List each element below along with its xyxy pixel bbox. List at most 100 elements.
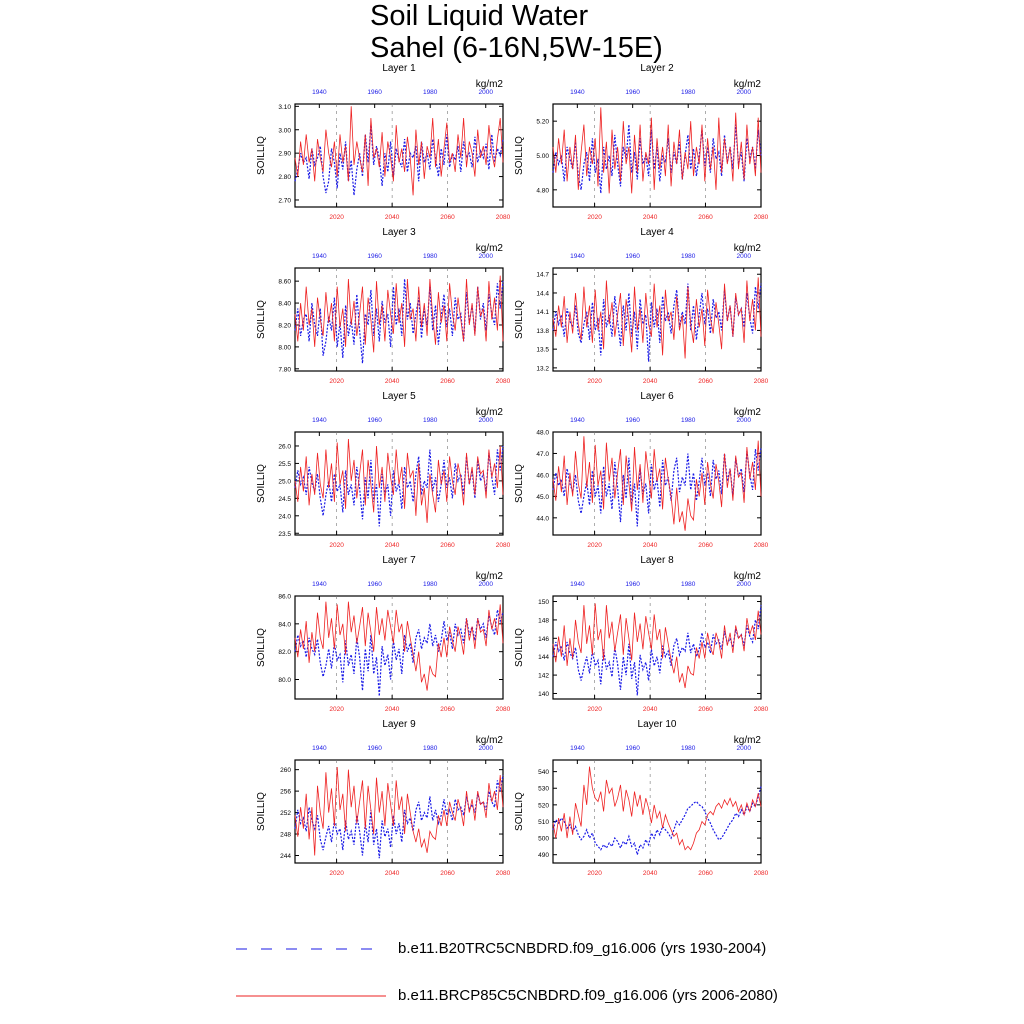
series-historical-line [552, 605, 762, 696]
panel-title: Layer 4 [640, 227, 674, 238]
x-bottom-tick-label: 2080 [754, 214, 769, 221]
x-top-tick-label: 2000 [479, 89, 494, 96]
legend-label-future: b.e11.BRCP85C5CNBDRD.f09_g16.006 (yrs 20… [398, 987, 778, 1004]
y-tick-label: 256 [280, 789, 291, 796]
x-bottom-tick-label: 2060 [698, 706, 713, 713]
panel-title: Layer 1 [382, 63, 416, 74]
x-bottom-tick-label: 2020 [329, 378, 344, 385]
x-bottom-tick-label: 2020 [587, 378, 602, 385]
x-bottom-tick-label: 2020 [329, 542, 344, 549]
series-future-line [294, 601, 504, 691]
panel-units: kg/m2 [734, 571, 762, 582]
x-bottom-tick-label: 2060 [440, 706, 455, 713]
y-tick-label: 142 [538, 673, 549, 680]
panel-units: kg/m2 [476, 571, 504, 582]
x-bottom-tick-label: 2060 [440, 378, 455, 385]
y-tick-label: 2.90 [278, 151, 291, 158]
x-top-tick-label: 1940 [570, 417, 585, 424]
x-bottom-tick-label: 2080 [754, 378, 769, 385]
y-tick-label: 148 [538, 617, 549, 624]
x-top-tick-label: 1980 [423, 581, 438, 588]
panel-frame [552, 431, 762, 536]
y-tick-label: 510 [538, 819, 549, 826]
x-top-tick-label: 1940 [312, 89, 327, 96]
x-bottom-tick-label: 2060 [698, 214, 713, 221]
y-tick-label: 8.00 [278, 344, 291, 351]
x-bottom-tick-label: 2040 [385, 542, 400, 549]
x-top-tick-label: 1960 [367, 581, 382, 588]
figure-title-line-2: Sahel (6-16N,5W-15E) [370, 32, 663, 64]
figure-title-line-1: Soil Liquid Water [370, 0, 589, 32]
x-top-tick-label: 1940 [312, 745, 327, 752]
y-tick-label: 13.5 [536, 347, 549, 354]
y-tick-label: 140 [538, 691, 549, 698]
x-bottom-tick-label: 2080 [496, 706, 511, 713]
x-bottom-tick-label: 2040 [385, 706, 400, 713]
x-top-tick-label: 1940 [312, 253, 327, 260]
x-bottom-tick-label: 2080 [754, 542, 769, 549]
y-tick-label: 14.4 [536, 290, 549, 297]
x-bottom-tick-label: 2060 [440, 214, 455, 221]
x-bottom-tick-label: 2020 [587, 542, 602, 549]
x-top-tick-label: 2000 [479, 581, 494, 588]
y-tick-label: 248 [280, 832, 291, 839]
x-top-tick-label: 1980 [681, 417, 696, 424]
series-future-line [552, 603, 762, 689]
series-future-line [294, 766, 504, 856]
x-bottom-tick-label: 2020 [329, 706, 344, 713]
panel-title: Layer 7 [382, 555, 416, 566]
x-bottom-tick-label: 2020 [587, 870, 602, 877]
y-tick-label: 144 [538, 654, 549, 661]
y-tick-label: 23.5 [278, 531, 291, 538]
panel-units: kg/m2 [476, 79, 504, 90]
series-future-line [552, 766, 762, 851]
x-top-tick-label: 2000 [737, 253, 752, 260]
y-tick-label: 25.0 [278, 478, 291, 485]
panel-title: Layer 9 [382, 719, 416, 730]
legend: b.e11.B20TRC5CNBDRD.f09_g16.006 (yrs 193… [0, 920, 1024, 1020]
x-top-tick-label: 1960 [625, 253, 640, 260]
y-tick-label: 146 [538, 636, 549, 643]
x-bottom-tick-label: 2020 [329, 870, 344, 877]
y-tick-label: 8.20 [278, 322, 291, 329]
x-bottom-tick-label: 2020 [587, 706, 602, 713]
y-tick-label: 86.0 [278, 594, 291, 601]
panel-frame [294, 595, 504, 700]
x-top-tick-label: 1960 [367, 89, 382, 96]
x-top-tick-label: 2000 [479, 253, 494, 260]
x-top-tick-label: 1980 [423, 253, 438, 260]
x-top-tick-label: 1960 [625, 581, 640, 588]
x-bottom-tick-label: 2080 [496, 870, 511, 877]
panel-title: Layer 2 [640, 63, 674, 74]
y-tick-label: 84.0 [278, 621, 291, 628]
x-top-tick-label: 1980 [681, 253, 696, 260]
y-tick-label: 14.1 [536, 309, 549, 316]
panel-ylabel: SOILLIQ [256, 300, 267, 339]
panel-title: Layer 6 [640, 391, 674, 402]
x-bottom-tick-label: 2060 [440, 542, 455, 549]
panel-units: kg/m2 [734, 407, 762, 418]
y-tick-label: 8.40 [278, 301, 291, 308]
x-top-tick-label: 1960 [625, 745, 640, 752]
y-tick-label: 244 [280, 853, 291, 860]
x-bottom-tick-label: 2020 [587, 214, 602, 221]
panel-units: kg/m2 [476, 735, 504, 746]
series-future-line [294, 438, 504, 523]
legend-label-historical: b.e11.B20TRC5CNBDRD.f09_g16.006 (yrs 193… [398, 940, 767, 957]
y-tick-label: 13.2 [536, 365, 549, 372]
x-bottom-tick-label: 2040 [643, 542, 658, 549]
x-bottom-tick-label: 2060 [698, 542, 713, 549]
y-tick-label: 44.0 [536, 515, 549, 522]
y-tick-label: 530 [538, 786, 549, 793]
y-tick-label: 46.0 [536, 472, 549, 479]
panel-frame [552, 103, 762, 208]
panel-units: kg/m2 [734, 735, 762, 746]
y-tick-label: 80.0 [278, 677, 291, 684]
x-top-tick-label: 2000 [737, 581, 752, 588]
panel-ylabel: SOILLIQ [256, 628, 267, 667]
y-tick-label: 2.70 [278, 197, 291, 204]
series-historical-line [552, 786, 762, 858]
y-tick-label: 5.00 [536, 153, 549, 160]
series-historical-line [294, 609, 504, 697]
series-historical-line [294, 774, 504, 859]
